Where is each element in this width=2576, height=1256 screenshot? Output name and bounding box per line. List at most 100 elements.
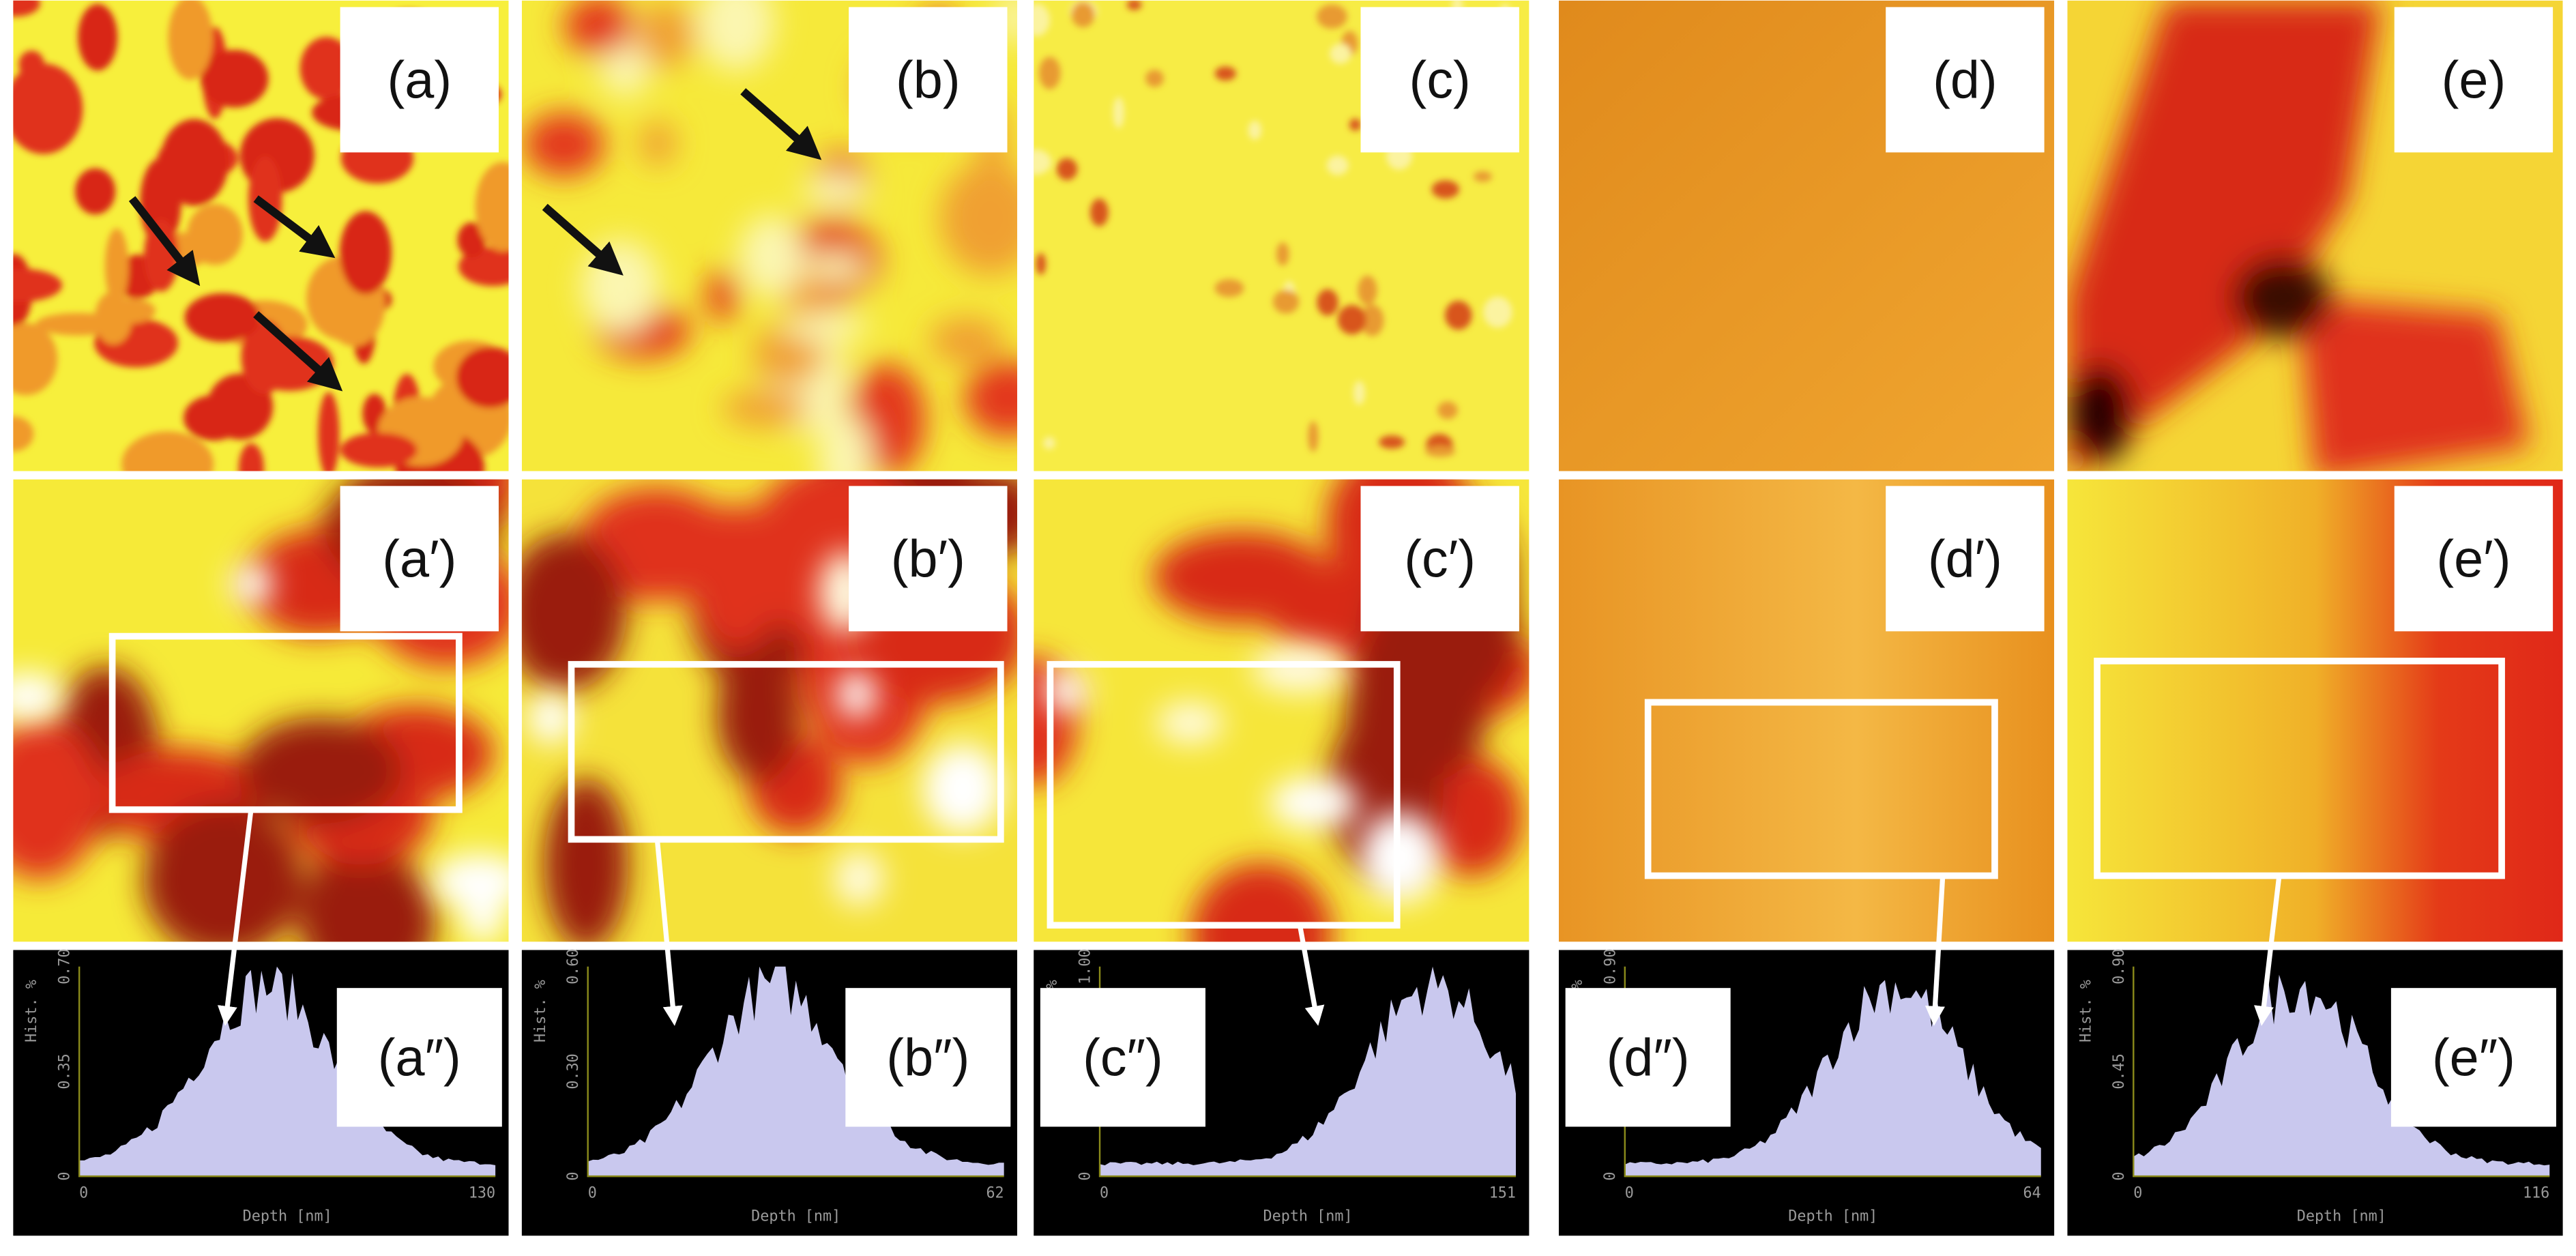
blob [1034,149,1052,175]
blob [1326,156,1349,175]
blob [836,671,877,718]
blob [635,2,695,68]
blob [1353,381,1365,405]
panel-label: (c′) [1404,529,1476,588]
panel-label: (e′) [2436,529,2511,588]
blob [1360,304,1384,336]
blob [1308,421,1319,452]
y-tick-label: 0 [57,1172,74,1181]
arrow [654,838,683,1026]
x-tick-label: 116 [2523,1185,2549,1202]
y-tick-label: 0 [565,1172,582,1181]
selection-box [108,632,463,813]
selection-box [568,660,1004,843]
selection-box [2094,658,2505,879]
label-box [1360,7,1519,153]
panel-label: (d″) [1607,1028,1690,1087]
panel-label: (d) [1933,51,1997,110]
y-tick-label: 0.30 [565,1053,582,1089]
selection-box [1046,660,1401,929]
label-box [2394,486,2553,632]
blob [1330,43,1351,64]
label-box [1360,486,1519,632]
y-tick-label: 0.90 [2111,948,2128,984]
label-box [1565,988,1731,1127]
blob [1248,120,1262,141]
afm-map [521,479,1018,942]
histogram-axis [78,966,496,1178]
blob [13,672,65,721]
y-axis-label: Hist. % [532,980,549,1042]
blob [1089,198,1109,227]
panel-label: (b) [896,51,961,110]
blob [13,0,40,17]
blob [523,112,605,177]
blob [1156,702,1224,744]
blob [2298,297,2530,471]
blob [13,268,63,302]
blob [184,395,244,441]
blob [2232,256,2332,339]
pointer-arrow [542,203,624,276]
blob [187,203,243,265]
blob [475,162,509,252]
blob [1126,0,1142,10]
blob [939,161,1018,276]
y-axis-label: Hist. % [23,980,40,1042]
blob [168,0,213,80]
blob [461,899,505,942]
blob [1044,670,1090,713]
map-body [13,479,509,942]
x-tick-label: 64 [2023,1185,2041,1202]
map-body [521,479,1018,942]
histogram-area [1624,980,2041,1177]
panel-label: (d′) [1928,529,2002,588]
blob [1034,3,1050,36]
x-axis-label: Depth [nm] [243,1208,332,1225]
blob [722,390,810,428]
x-tick-label: 0 [2133,1185,2142,1202]
blob [544,778,629,942]
label-box [849,7,1008,153]
blob [834,850,885,907]
panel-label: (a′) [382,529,456,588]
arrow [217,809,254,1026]
y-tick-label: 0 [1077,1172,1094,1181]
blob [13,416,34,452]
y-tick-label: 1.00 [1077,948,1094,984]
blob [1276,242,1289,266]
texture [2067,0,2530,471]
label-box [1886,7,2045,153]
panel-label: (c″) [1083,1028,1163,1087]
x-axis-label: Depth [nm] [1788,1208,1877,1225]
blob [1071,1,1095,28]
blob [13,718,101,879]
y-tick-label: 0.45 [2111,1053,2128,1089]
blob [1473,171,1493,182]
selection-box [1644,699,1998,879]
pointer-arrow [253,195,336,259]
blob [739,215,804,297]
blob [1113,97,1124,128]
label-box [340,7,499,153]
blob [1360,812,1441,903]
histogram-area [587,966,1004,1177]
pointer-arrow [128,196,201,287]
panel-label: (b′) [891,529,965,588]
blob [1437,401,1458,420]
blob [697,0,775,71]
panel-label: (e″) [2432,1028,2515,1087]
blob [527,691,574,745]
blob [929,317,1005,365]
histogram-axis [587,966,1004,1178]
label-box [849,486,1008,632]
histogram-axis [2133,966,2550,1178]
x-tick-label: 0 [588,1185,597,1202]
y-axis-label: Hist. % [2077,980,2094,1042]
blob [1317,4,1347,29]
texture [1034,0,1512,457]
panel-label: (e) [2442,51,2506,110]
blob [430,853,509,910]
x-axis-label: Depth [nm] [1263,1208,1353,1225]
blob [1431,180,1460,199]
